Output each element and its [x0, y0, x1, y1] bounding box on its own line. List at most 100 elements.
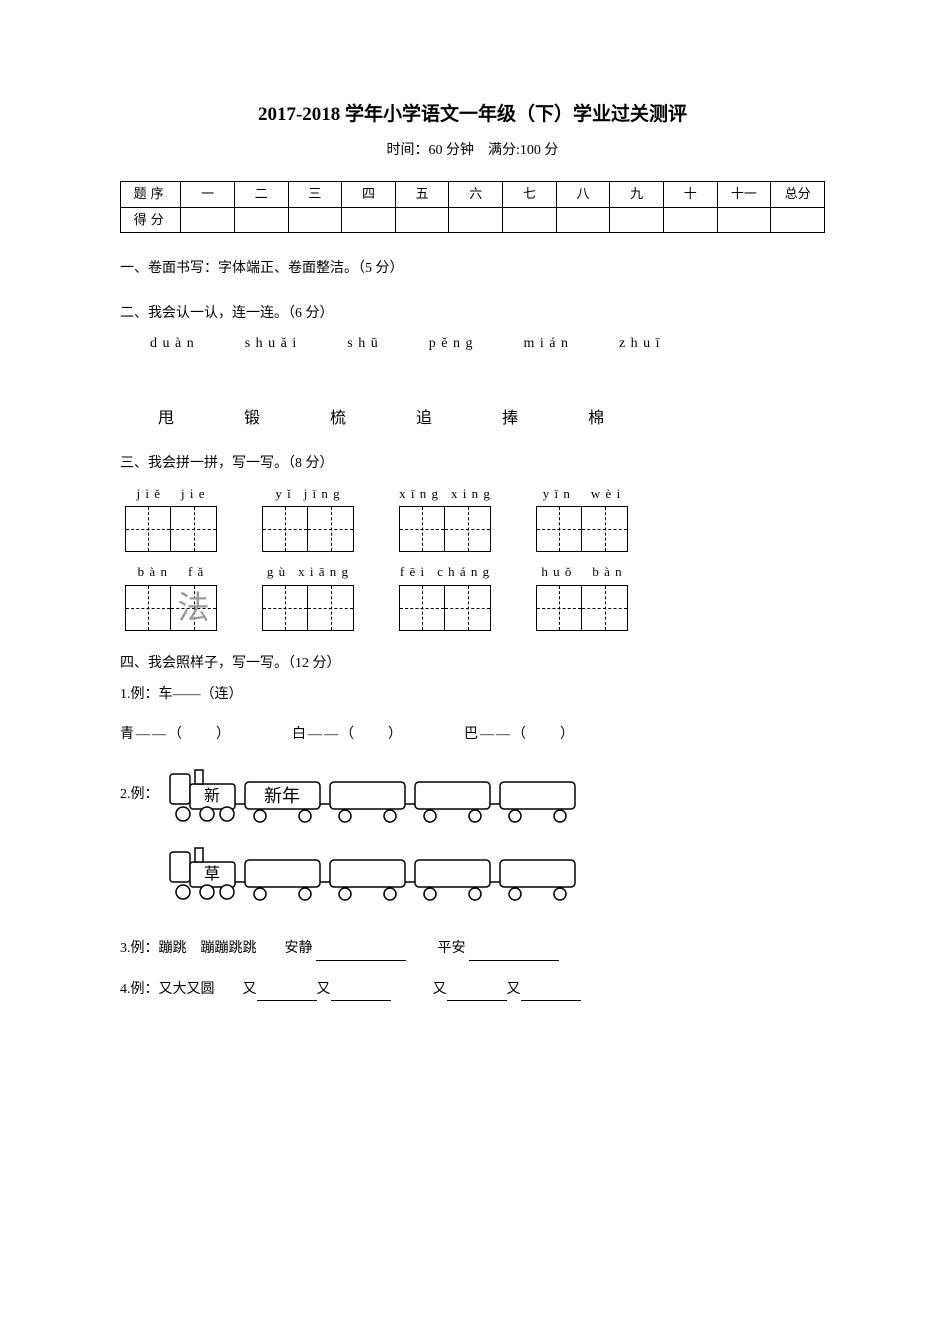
grid-cell — [125, 506, 171, 552]
score-cell — [181, 207, 235, 233]
grid-cell: 法 — [171, 585, 217, 631]
write-group: j i ěj i e — [125, 484, 217, 553]
col-header: 三 — [288, 181, 342, 207]
col-header: 七 — [503, 181, 557, 207]
q4-mid: 又 — [317, 982, 331, 997]
grid-cell — [536, 585, 582, 631]
pinyin-row: d u à n s h u ǎ i s h ū p ě n g m i á n … — [120, 333, 825, 355]
write-group: b à n f ǎ 法 — [125, 562, 217, 631]
pinyin: j i e — [181, 484, 206, 505]
section-heading: 一、卷面书写：字体端正、卷面整洁。（5 分） — [120, 258, 825, 280]
char-item: 梳 — [330, 406, 346, 432]
example-char: 法 — [177, 583, 209, 634]
pinyin-item: m i á n — [523, 333, 569, 355]
blank-underline — [257, 985, 317, 1001]
score-cell — [771, 207, 825, 233]
score-cell — [234, 207, 288, 233]
score-cell — [717, 207, 771, 233]
write-group: y ǐj ī n g — [262, 484, 354, 553]
question-2: 2.例： 新 — [120, 764, 825, 920]
col-header: 九 — [610, 181, 664, 207]
section-heading: 三、我会拼一拼，写一写。（8 分） — [120, 453, 825, 475]
page-title: 2017-2018 学年小学语文一年级（下）学业过关测评 — [120, 100, 825, 130]
row-label: 得分 — [121, 207, 181, 233]
col-header: 五 — [395, 181, 449, 207]
train-word: 新年 — [264, 786, 300, 806]
char-item: 追 — [416, 406, 432, 432]
grid-cell — [582, 506, 628, 552]
char-item: 锻 — [244, 406, 260, 432]
col-header: 六 — [449, 181, 503, 207]
section-4: 四、我会照样子，写一写。（12 分） 1.例：车——（连） 青——（ ） 白——… — [120, 653, 825, 1001]
pinyin: y ī n — [543, 484, 571, 505]
grid-cell — [399, 506, 445, 552]
pinyin: g ù — [267, 562, 286, 583]
col-header: 总分 — [771, 181, 825, 207]
pinyin: h u ǒ — [541, 562, 572, 583]
score-cell — [503, 207, 557, 233]
char-item: 甩 — [158, 406, 174, 432]
pinyin: y ǐ — [275, 484, 291, 505]
grid-cell — [399, 585, 445, 631]
train-char: 草 — [203, 865, 219, 883]
pinyin-item: s h u ǎ i — [245, 333, 298, 355]
question-3: 3.例：蹦跳 蹦蹦跳跳 安静 平安 — [120, 938, 825, 960]
write-row: j i ě j i e y ǐj ī n g x ī n g x i n g y ī… — [120, 484, 825, 553]
train-icon: 草 — [165, 842, 585, 904]
col-header: 四 — [342, 181, 396, 207]
question-1: 1.例：车——（连） 青——（ ） 白——（ ） 巴——（ ） — [120, 684, 825, 747]
train-blank: 草 — [159, 842, 585, 904]
q3-mid: 平安 — [410, 941, 466, 956]
train-icon: 新 新年 — [165, 764, 585, 826]
pinyin-item: d u à n — [150, 333, 195, 355]
col-header: 八 — [556, 181, 610, 207]
page-subtitle: 时间：60 分钟 满分:100 分 — [120, 140, 825, 162]
col-header: 十一 — [717, 181, 771, 207]
pinyin: f ǎ — [188, 562, 204, 583]
q4-prefix: 4.例：又大又圆 又 — [120, 982, 257, 997]
section-3: 三、我会拼一拼，写一写。（8 分） j i ě j i e y ǐj ī n g … — [120, 453, 825, 631]
pinyin: j i ě — [137, 484, 162, 505]
section-1: 一、卷面书写：字体端正、卷面整洁。（5 分） — [120, 258, 825, 280]
blank-item: 青——（ ） — [120, 724, 232, 746]
table-row: 得分 — [121, 207, 825, 233]
write-row: b à nf ǎ 法 g ùx i ā n g f ē ic h á n g h… — [120, 562, 825, 631]
q4-mid2: 又 — [507, 982, 521, 997]
q2-label: 2.例： — [120, 784, 159, 806]
section-heading: 四、我会照样子，写一写。（12 分） — [120, 653, 825, 675]
grid-cell — [308, 506, 354, 552]
score-cell — [342, 207, 396, 233]
score-cell — [395, 207, 449, 233]
blank-underline — [316, 945, 406, 961]
pinyin-item: s h ū — [347, 333, 378, 355]
train-char: 新 — [203, 787, 219, 805]
pinyin: b à n — [592, 562, 622, 583]
score-cell — [288, 207, 342, 233]
blank-underline — [521, 985, 581, 1001]
pinyin: x i n g — [451, 484, 491, 505]
pinyin: f ē i — [400, 562, 425, 583]
blank-underline — [447, 985, 507, 1001]
question-4: 4.例：又大又圆 又又 又又 — [120, 979, 825, 1001]
pinyin-item: z h u ī — [619, 333, 661, 355]
blank-underline — [469, 945, 559, 961]
q3-prefix: 3.例：蹦跳 蹦蹦跳跳 安静 — [120, 941, 313, 956]
score-table: 题序 一 二 三 四 五 六 七 八 九 十 十一 总分 得分 — [120, 181, 825, 234]
pinyin: b à n — [138, 562, 168, 583]
grid-cell — [262, 585, 308, 631]
grid-cell — [125, 585, 171, 631]
blank-item: 巴——（ ） — [464, 724, 576, 746]
grid-cell — [171, 506, 217, 552]
write-group: x ī n gx i n g — [399, 484, 491, 553]
char-item: 棉 — [588, 406, 604, 432]
q1-blanks: 青——（ ） 白——（ ） 巴——（ ） — [120, 724, 825, 746]
pinyin: x i ā n g — [298, 562, 349, 583]
table-row: 题序 一 二 三 四 五 六 七 八 九 十 十一 总分 — [121, 181, 825, 207]
train-example: 新 新年 — [159, 764, 585, 826]
pinyin: w è i — [591, 484, 621, 505]
pinyin: x ī n g — [399, 484, 439, 505]
q1-label: 1.例：车——（连） — [120, 684, 825, 706]
grid-cell — [262, 506, 308, 552]
col-header: 十 — [663, 181, 717, 207]
grid-cell — [582, 585, 628, 631]
